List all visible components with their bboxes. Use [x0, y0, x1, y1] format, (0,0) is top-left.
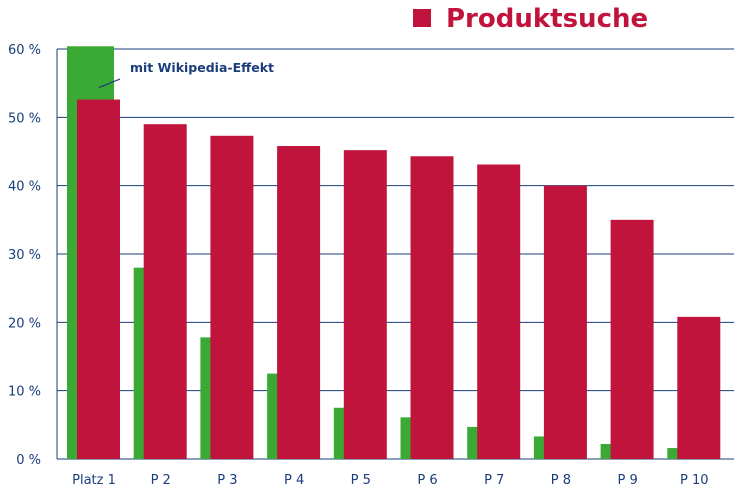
y-tick-label: 40 % — [8, 180, 41, 195]
annotation-label: mit Wikipedia-Effekt — [130, 60, 274, 75]
x-tick-label: Platz 1 — [72, 473, 116, 488]
legend-label: Produktsuche — [446, 4, 648, 34]
bar-produktsuche — [343, 150, 387, 459]
bar-produktsuche — [477, 164, 521, 459]
y-tick-label: 60 % — [8, 43, 41, 58]
x-tick-label: P 2 — [151, 473, 171, 488]
x-tick-label: P 8 — [551, 473, 571, 488]
y-tick-label: 0 % — [16, 453, 41, 468]
x-axis-ticks: Platz 1 P 2 P 3 P 4 P 5 P 6 P 7 P 8 P 9 P 10 — [72, 473, 708, 488]
legend: Produktsuche — [413, 4, 648, 34]
bar-produktsuche — [143, 124, 187, 460]
x-tick-label: P 5 — [351, 473, 371, 488]
bar-produktsuche — [77, 99, 120, 460]
x-tick-label: P 6 — [417, 473, 437, 488]
y-tick-label: 20 % — [8, 316, 41, 331]
legend-swatch — [413, 9, 431, 27]
x-tick-label: P 7 — [484, 473, 504, 488]
y-tick-label: 50 % — [8, 111, 41, 126]
bars — [67, 46, 721, 460]
bar-produktsuche — [677, 316, 721, 459]
x-tick-label: P 4 — [284, 473, 304, 488]
x-tick-label: P 3 — [217, 473, 237, 488]
annotation-pointer — [98, 78, 121, 89]
bar-produktsuche — [410, 156, 454, 460]
bar-produktsuche — [277, 146, 321, 460]
annotations: mit Wikipedia-Effekt — [98, 60, 274, 89]
y-axis-ticks: 0 % 10 % 20 % 30 % 40 % 50 % 60 % — [8, 43, 41, 468]
bar-produktsuche — [543, 185, 587, 459]
x-tick-label: P 10 — [680, 473, 709, 488]
y-tick-label: 10 % — [8, 385, 41, 400]
x-tick-label: P 9 — [617, 473, 637, 488]
bar-produktsuche — [610, 219, 654, 459]
y-tick-label: 30 % — [8, 248, 41, 263]
bar-produktsuche — [210, 135, 254, 460]
